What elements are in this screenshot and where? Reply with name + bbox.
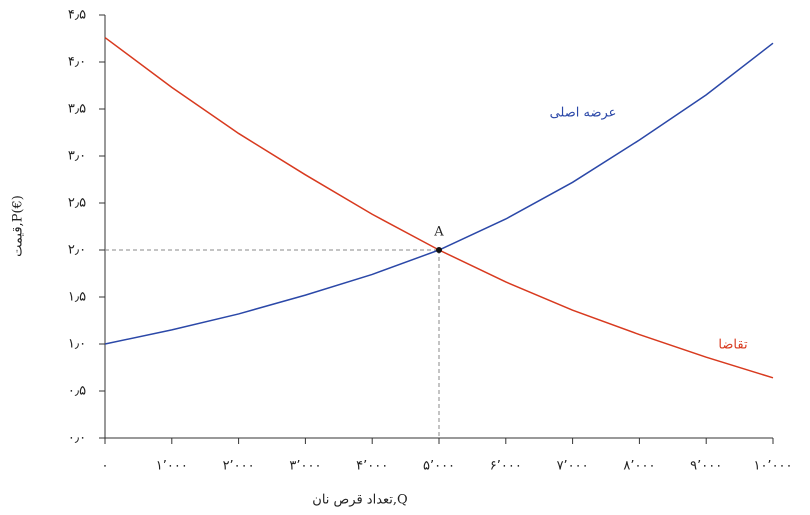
x-tick-label: ۷٬۰۰۰ bbox=[557, 459, 589, 474]
line bbox=[104, 36, 774, 379]
series-label: تقاضا bbox=[718, 337, 748, 352]
x-tick-label: ۲٬۰۰۰ bbox=[223, 459, 255, 474]
y-tick-label: ۳٫۵ bbox=[68, 102, 86, 117]
y-tick-label: ۲٫۰ bbox=[68, 243, 86, 258]
x-tick-label: ۴٬۰۰۰ bbox=[356, 459, 388, 474]
y-tick-label: ۱٫۰ bbox=[68, 337, 86, 352]
x-tick-label: ۰ bbox=[102, 459, 109, 474]
point-label: A bbox=[433, 225, 444, 240]
y-tick-label: ۱٫۵ bbox=[68, 290, 86, 305]
y-tick-label: ۴٫۵ bbox=[68, 8, 86, 23]
point bbox=[436, 247, 442, 253]
x-tick-label: ۸٬۰۰۰ bbox=[623, 459, 655, 474]
x-axis-label: تعداد قرص نان,Q bbox=[312, 493, 407, 508]
y-tick-label: ۰٫۰ bbox=[68, 431, 86, 446]
y-axis-label: قیمت,P(€) bbox=[11, 195, 26, 257]
x-tick-label: ۹٬۰۰۰ bbox=[690, 459, 722, 474]
x-tick-label: ۱٬۰۰۰ bbox=[156, 459, 188, 474]
y-tick-label: ۳٫۰ bbox=[68, 149, 86, 164]
x-tick-label: ۳٬۰۰۰ bbox=[289, 459, 321, 474]
y-tick-label: ۴٫۰ bbox=[68, 55, 86, 70]
line bbox=[104, 42, 774, 345]
series-label: عرضه اصلی bbox=[550, 106, 617, 121]
y-tick-label: ۰٫۵ bbox=[68, 384, 86, 399]
y-tick-label: ۲٫۵ bbox=[68, 196, 86, 211]
x-tick-label: ۵٬۰۰۰ bbox=[423, 459, 455, 474]
x-tick-label: ۶٬۰۰۰ bbox=[490, 459, 522, 474]
x-tick-label: ۱۰٬۰۰۰ bbox=[753, 459, 792, 474]
